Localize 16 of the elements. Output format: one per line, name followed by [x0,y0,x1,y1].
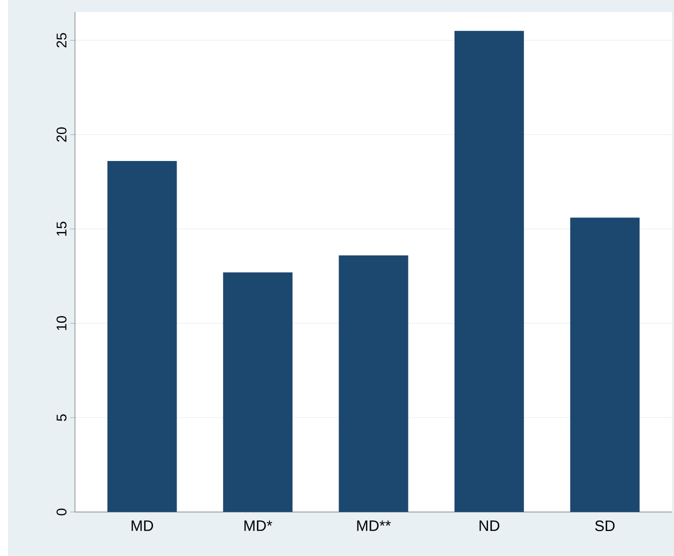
x-tick-label: MD [132,520,154,531]
x-tick-label: MD* [244,520,272,531]
bar [107,161,177,512]
bar [338,255,408,512]
bar [454,30,524,512]
x-tick-label: SD [595,520,615,532]
x-tick-label: MD** [357,520,391,531]
bar [223,272,293,512]
y-tick-label: 25 [56,33,66,48]
y-tick-label: 5 [56,414,66,421]
y-tick-label: 20 [56,127,66,142]
y-tick-label: 0 [56,508,66,516]
y-tick-label: 10 [56,316,66,330]
x-tick-label: ND [480,520,500,531]
bar [570,218,640,512]
y-tick-label: 15 [56,222,66,236]
